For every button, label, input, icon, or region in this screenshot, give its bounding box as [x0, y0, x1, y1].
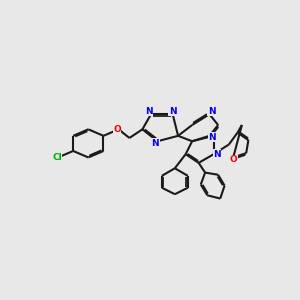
Text: O: O [113, 125, 121, 134]
Text: N: N [213, 150, 221, 159]
Text: N: N [145, 107, 153, 116]
Text: O: O [230, 155, 237, 164]
Text: N: N [208, 107, 215, 116]
Text: Cl: Cl [52, 153, 62, 162]
Text: N: N [208, 133, 216, 142]
Text: N: N [152, 139, 159, 148]
Text: N: N [169, 107, 176, 116]
